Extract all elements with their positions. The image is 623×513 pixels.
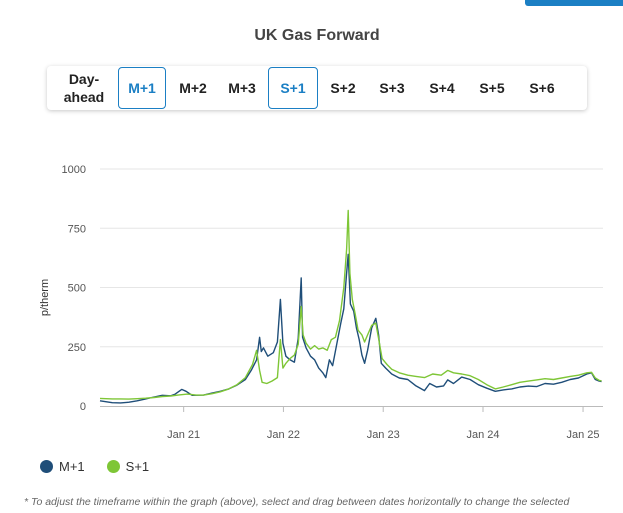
x-tick-label-jan-23: Jan 23 [367,429,400,441]
legend-label-s1: S+1 [125,458,150,474]
grid-lines [100,168,603,348]
y-tick-label-500: 500 [68,283,86,295]
tab-m2[interactable]: M+2 [179,80,207,96]
legend-label-m1: M+1 [59,458,85,474]
tab-s1[interactable]: S+1 [268,67,318,109]
legend-item-m1[interactable]: M+1 [40,459,85,474]
x-axis-labels: Jan 21 Jan 22 Jan 23 Jan 24 Jan 25 [167,429,599,441]
tab-s3[interactable]: S+3 [379,80,405,96]
footnote: * To adjust the timeframe within the gra… [24,496,570,508]
y-axis-labels: 0 250 500 750 1000 [62,164,86,413]
tab-s2[interactable]: S+2 [330,80,356,96]
x-tick-label-jan-25: Jan 25 [567,429,600,441]
tab-s6[interactable]: S+6 [529,80,555,96]
y-axis-title: p/therm [39,279,51,316]
chart-title: UK Gas Forward [254,27,380,44]
tab-m1[interactable]: M+1 [118,67,166,109]
x-axis [100,406,603,412]
legend-marker-s1 [106,459,120,473]
tab-m3[interactable]: M+3 [228,80,256,96]
top-right-button[interactable] [525,0,623,6]
legend-marker-m1 [40,459,53,473]
y-tick-label-750: 750 [68,223,86,235]
legend-item-s1[interactable]: S+1 [106,458,150,474]
y-tick-label-0: 0 [80,401,86,413]
y-tick-label-250: 250 [68,342,86,354]
contract-tab-bar: Day-ahead M+1 M+2 M+3 S+1 S+2 S+3 S+4 S+… [47,66,587,110]
chart-legend: M+1 S+1 [40,456,171,476]
series-line-s1 [99,209,602,400]
series-lines [99,209,602,404]
x-tick-label-jan-24: Jan 24 [466,429,499,441]
tab-s4[interactable]: S+4 [429,80,455,96]
x-tick-label-jan-21: Jan 21 [167,429,200,441]
tab-s5[interactable]: S+5 [479,80,505,96]
tab-day-ahead[interactable]: Day-ahead [63,71,105,105]
x-tick-label-jan-22: Jan 22 [267,429,300,441]
y-tick-label-1000: 1000 [62,164,86,176]
